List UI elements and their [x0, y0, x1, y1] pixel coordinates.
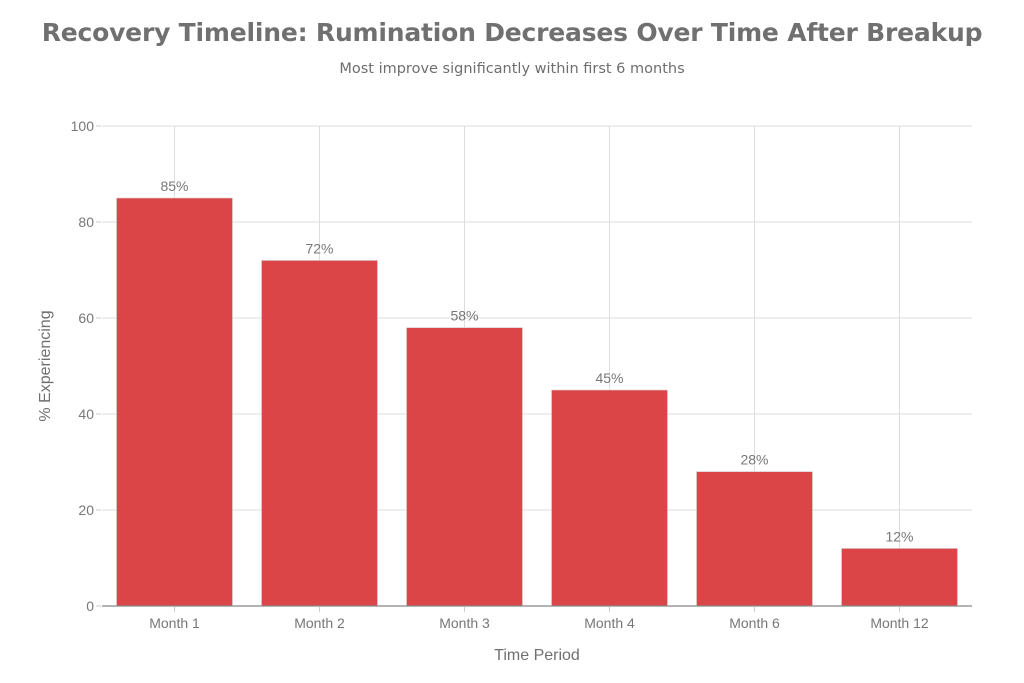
bar-value-label: 58% — [450, 308, 478, 324]
x-axis-label: Time Period — [494, 647, 580, 664]
y-axis-label: % Experiencing — [37, 310, 54, 421]
bar-month-12[interactable] — [841, 548, 958, 607]
chart-title: Recovery Timeline: Rumination Decreases … — [41, 18, 983, 47]
y-tick-label: 20 — [78, 502, 94, 518]
bar-value-label: 12% — [885, 528, 913, 544]
y-tick-label: 100 — [71, 118, 95, 134]
x-tick-label: Month 2 — [294, 615, 345, 631]
bar-month-4[interactable] — [551, 389, 668, 607]
x-tick-label: Month 3 — [439, 615, 490, 631]
chart-subtitle: Most improve significantly within first … — [339, 61, 685, 77]
y-axis-ticks: 0 20 40 60 80 100 — [71, 118, 101, 614]
bar-month-3[interactable] — [406, 327, 523, 607]
x-tick-label: Month 12 — [870, 615, 929, 631]
x-tick-label: Month 6 — [729, 615, 780, 631]
y-tick-label: 40 — [78, 406, 94, 422]
bar-value-label: 45% — [595, 370, 623, 386]
y-tick-label: 60 — [78, 310, 94, 326]
bar-month-1[interactable] — [116, 197, 233, 607]
bar-value-label: 28% — [740, 452, 768, 468]
bar-value-label: 85% — [160, 178, 188, 194]
bar-month-6[interactable] — [696, 471, 813, 607]
bar-value-label: 72% — [305, 240, 333, 256]
x-axis-ticks: Month 1 Month 2 Month 3 Month 4 Month 6 Month… — [149, 607, 929, 631]
bars: 85% 72% 58% 45% 28% 12% — [116, 178, 958, 607]
y-tick-label: 80 — [78, 214, 94, 230]
x-tick-label: Month 1 — [149, 615, 200, 631]
x-tick-label: Month 4 — [584, 615, 635, 631]
bar-month-2[interactable] — [261, 260, 378, 607]
y-tick-label: 0 — [86, 598, 94, 614]
